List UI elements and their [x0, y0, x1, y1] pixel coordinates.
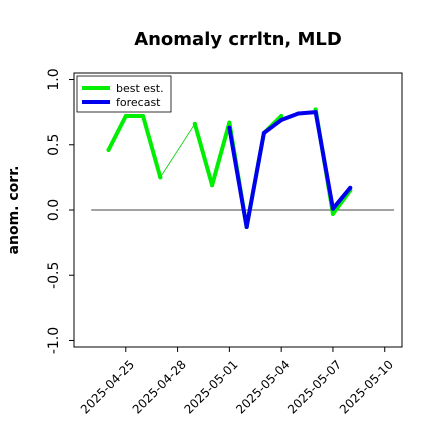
bridge-line: [159, 123, 196, 178]
y-tick-label: 1.0: [46, 68, 62, 90]
y-axis-label: anom. corr.: [6, 166, 22, 255]
data-point-forecast: [330, 206, 335, 211]
data-point-forecast: [279, 117, 284, 122]
series-line-forecast: [227, 110, 353, 229]
data-point-best-est: [279, 114, 284, 119]
y-tick-label: 0.0: [46, 199, 62, 221]
x-tick-label: 2025-05-10: [337, 357, 396, 416]
x-tick-label: 2025-05-01: [181, 357, 240, 416]
series-line-best-est-1: [106, 114, 163, 180]
legend-label-best-est: best est.: [116, 82, 164, 95]
data-point-forecast: [244, 224, 249, 229]
data-point-best-est: [227, 120, 232, 125]
data-point-best-est: [192, 121, 197, 126]
x-tick-label: 2025-04-28: [130, 357, 189, 416]
y-tick-label: 0.5: [46, 134, 62, 156]
legend-box: [76, 75, 172, 113]
x-tick-label: 2025-05-04: [233, 357, 292, 416]
data-point-best-est: [141, 114, 146, 119]
y-tick-label: -0.5: [46, 262, 62, 289]
legend: best est. forecast: [76, 75, 172, 113]
data-point-best-est: [158, 175, 163, 180]
chart-title: Anomaly crrltn, MLD: [134, 29, 342, 50]
data-point-best-est: [106, 147, 111, 152]
data-point-forecast: [261, 131, 266, 136]
x-tick-label: 2025-04-25: [78, 357, 137, 416]
data-point-forecast: [348, 185, 353, 190]
x-tick-label: 2025-05-07: [285, 357, 344, 416]
series-layer: [106, 107, 353, 229]
legend-label-forecast: forecast: [116, 96, 161, 109]
data-point-best-est: [330, 211, 335, 216]
y-tick-label: -1.0: [46, 327, 62, 354]
data-point-forecast: [313, 110, 318, 115]
data-point-forecast: [296, 111, 301, 116]
x-ticks: 2025-04-252025-04-282025-05-012025-05-04…: [78, 347, 396, 417]
data-point-best-est: [123, 114, 128, 119]
data-point-forecast: [227, 125, 232, 130]
data-point-best-est: [210, 183, 215, 188]
y-ticks: -1.0 -0.5 0.0 0.5 1.0: [46, 68, 74, 354]
